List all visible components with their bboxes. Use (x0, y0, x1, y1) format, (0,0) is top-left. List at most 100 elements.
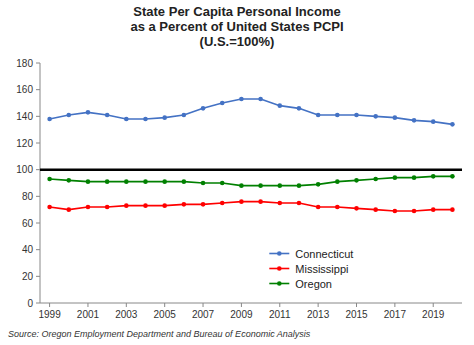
reference-line (40, 168, 462, 171)
point (201, 106, 206, 111)
x-tick (49, 303, 50, 307)
x-tick (87, 303, 88, 307)
point (373, 177, 378, 182)
point (86, 110, 91, 115)
point (354, 178, 359, 183)
y-tick-label: 60 (22, 218, 34, 229)
point (239, 183, 244, 188)
point (124, 203, 129, 208)
point (162, 115, 167, 120)
y-tick-label: 180 (16, 58, 33, 69)
x-tick-label: 2019 (422, 309, 445, 320)
y-tick (36, 249, 40, 250)
point (86, 179, 91, 184)
point (201, 181, 206, 186)
x-tick (394, 303, 395, 307)
point (239, 199, 244, 204)
point (450, 122, 455, 127)
x-tick-label: 2009 (230, 309, 253, 320)
point (393, 209, 398, 214)
point (239, 97, 244, 102)
y-tick (36, 89, 40, 90)
title: State Per Capita Personal Incomeas a Per… (130, 4, 343, 49)
x-tick (241, 303, 242, 307)
point (143, 117, 148, 122)
point (220, 201, 225, 206)
point (105, 205, 110, 210)
point (47, 117, 52, 122)
point (124, 179, 129, 184)
chart: State Per Capita Personal Incomeas a Per… (0, 0, 474, 345)
point (393, 175, 398, 180)
point (316, 205, 321, 210)
point (201, 202, 206, 207)
point (277, 103, 282, 108)
x-tick-label: 2011 (269, 309, 291, 320)
point (297, 183, 302, 188)
point (431, 119, 436, 124)
point (258, 199, 263, 204)
x-tick (279, 303, 280, 307)
y-tick (36, 196, 40, 197)
x-tick-label: 2003 (115, 309, 138, 320)
point (220, 181, 225, 186)
y-tick (36, 223, 40, 224)
x-tick (126, 303, 127, 307)
y-tick (36, 63, 40, 64)
point (297, 106, 302, 111)
y-tick (36, 276, 40, 277)
y-axis (40, 63, 41, 303)
point (124, 117, 129, 122)
point (412, 118, 417, 123)
legend-marker (277, 251, 282, 256)
y-tick (36, 116, 40, 117)
point (86, 205, 91, 210)
point (354, 113, 359, 118)
point (373, 114, 378, 119)
point (335, 113, 340, 118)
x-tick-label: 2015 (345, 309, 368, 320)
point (335, 205, 340, 210)
legend-label: Connecticut (295, 248, 353, 260)
point (277, 183, 282, 188)
y-tick-label: 40 (22, 244, 34, 255)
point (66, 113, 71, 118)
point (105, 113, 110, 118)
point (182, 179, 187, 184)
point (354, 206, 359, 211)
y-tick-label: 0 (27, 298, 33, 309)
x-axis (40, 303, 462, 304)
point (316, 113, 321, 118)
point (412, 209, 417, 214)
x-tick (433, 303, 434, 307)
y-tick-label: 140 (16, 111, 33, 122)
point (182, 113, 187, 118)
point (182, 202, 187, 207)
x-tick (164, 303, 165, 307)
point (393, 115, 398, 120)
point (220, 101, 225, 106)
point (316, 182, 321, 187)
point (162, 203, 167, 208)
point (335, 179, 340, 184)
x-tick-label: 2001 (77, 309, 100, 320)
point (258, 97, 263, 102)
point (258, 183, 263, 188)
x-tick (318, 303, 319, 307)
x-tick-label: 2007 (192, 309, 215, 320)
point (47, 177, 52, 182)
point (373, 207, 378, 212)
point (66, 207, 71, 212)
source: Source: Oregon Employment Department and… (8, 329, 311, 339)
legend-label: Mississippi (295, 263, 348, 275)
x-tick-label: 2013 (307, 309, 330, 320)
point (450, 207, 455, 212)
point (297, 201, 302, 206)
x-tick-label: 2005 (154, 309, 177, 320)
legend-marker (277, 266, 282, 271)
x-tick-label: 1999 (38, 309, 61, 320)
series-line (50, 99, 453, 124)
point (105, 179, 110, 184)
point (412, 175, 417, 180)
x-tick-label: 2017 (384, 309, 407, 320)
